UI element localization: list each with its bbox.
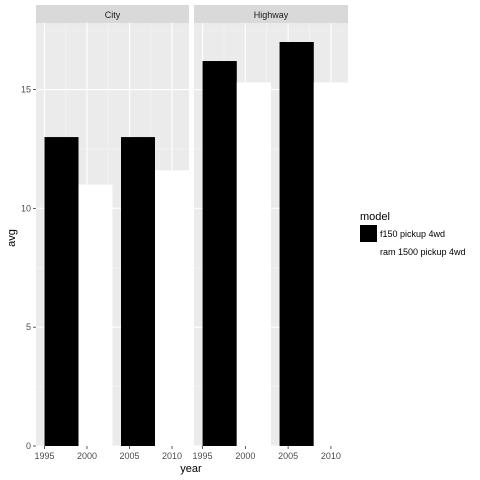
facet-strip-label: Highway — [254, 10, 289, 20]
legend: model f150 pickup 4wd ram 1500 pickup 4wd — [360, 211, 466, 260]
legend-title: model — [360, 211, 390, 223]
legend-item: ram 1500 pickup 4wd — [360, 243, 466, 260]
bar — [121, 137, 155, 446]
facet-strip-label: City — [105, 10, 121, 20]
bar — [279, 42, 314, 447]
bar — [155, 170, 189, 446]
facet-strip — [36, 5, 189, 23]
y-axis-title: avg — [6, 229, 18, 247]
x-tick-label: 2005 — [119, 451, 139, 461]
x-tick-label: 2005 — [278, 451, 298, 461]
facet-panel-highway: Highway 1995 2000 2005 2010 — [193, 5, 348, 461]
bar — [236, 82, 271, 447]
bar — [44, 137, 79, 446]
bar — [202, 61, 237, 447]
legend-label: ram 1500 pickup 4wd — [380, 247, 466, 257]
legend-item: f150 pickup 4wd — [360, 225, 445, 242]
legend-key — [360, 225, 377, 242]
facet-panel-city: City 1995 2000 2005 2010 — [34, 5, 189, 461]
x-tick-label: 2010 — [162, 451, 182, 461]
bar — [313, 82, 348, 447]
y-tick-label: 10 — [21, 203, 31, 213]
bar — [78, 184, 113, 446]
x-tick-label: 1995 — [34, 451, 54, 461]
x-tick-label: 2010 — [321, 451, 341, 461]
x-tick-label: 2000 — [235, 451, 255, 461]
facet-strip — [194, 5, 348, 23]
y-tick-label: 5 — [26, 322, 31, 332]
x-axis-title: year — [180, 463, 202, 475]
x-tick-label: 2000 — [77, 451, 97, 461]
legend-label: f150 pickup 4wd — [380, 229, 445, 239]
legend-key — [360, 243, 377, 260]
x-tick-label: 1995 — [193, 451, 213, 461]
y-tick-label: 15 — [21, 85, 31, 95]
y-tick-label: 0 — [26, 441, 31, 451]
